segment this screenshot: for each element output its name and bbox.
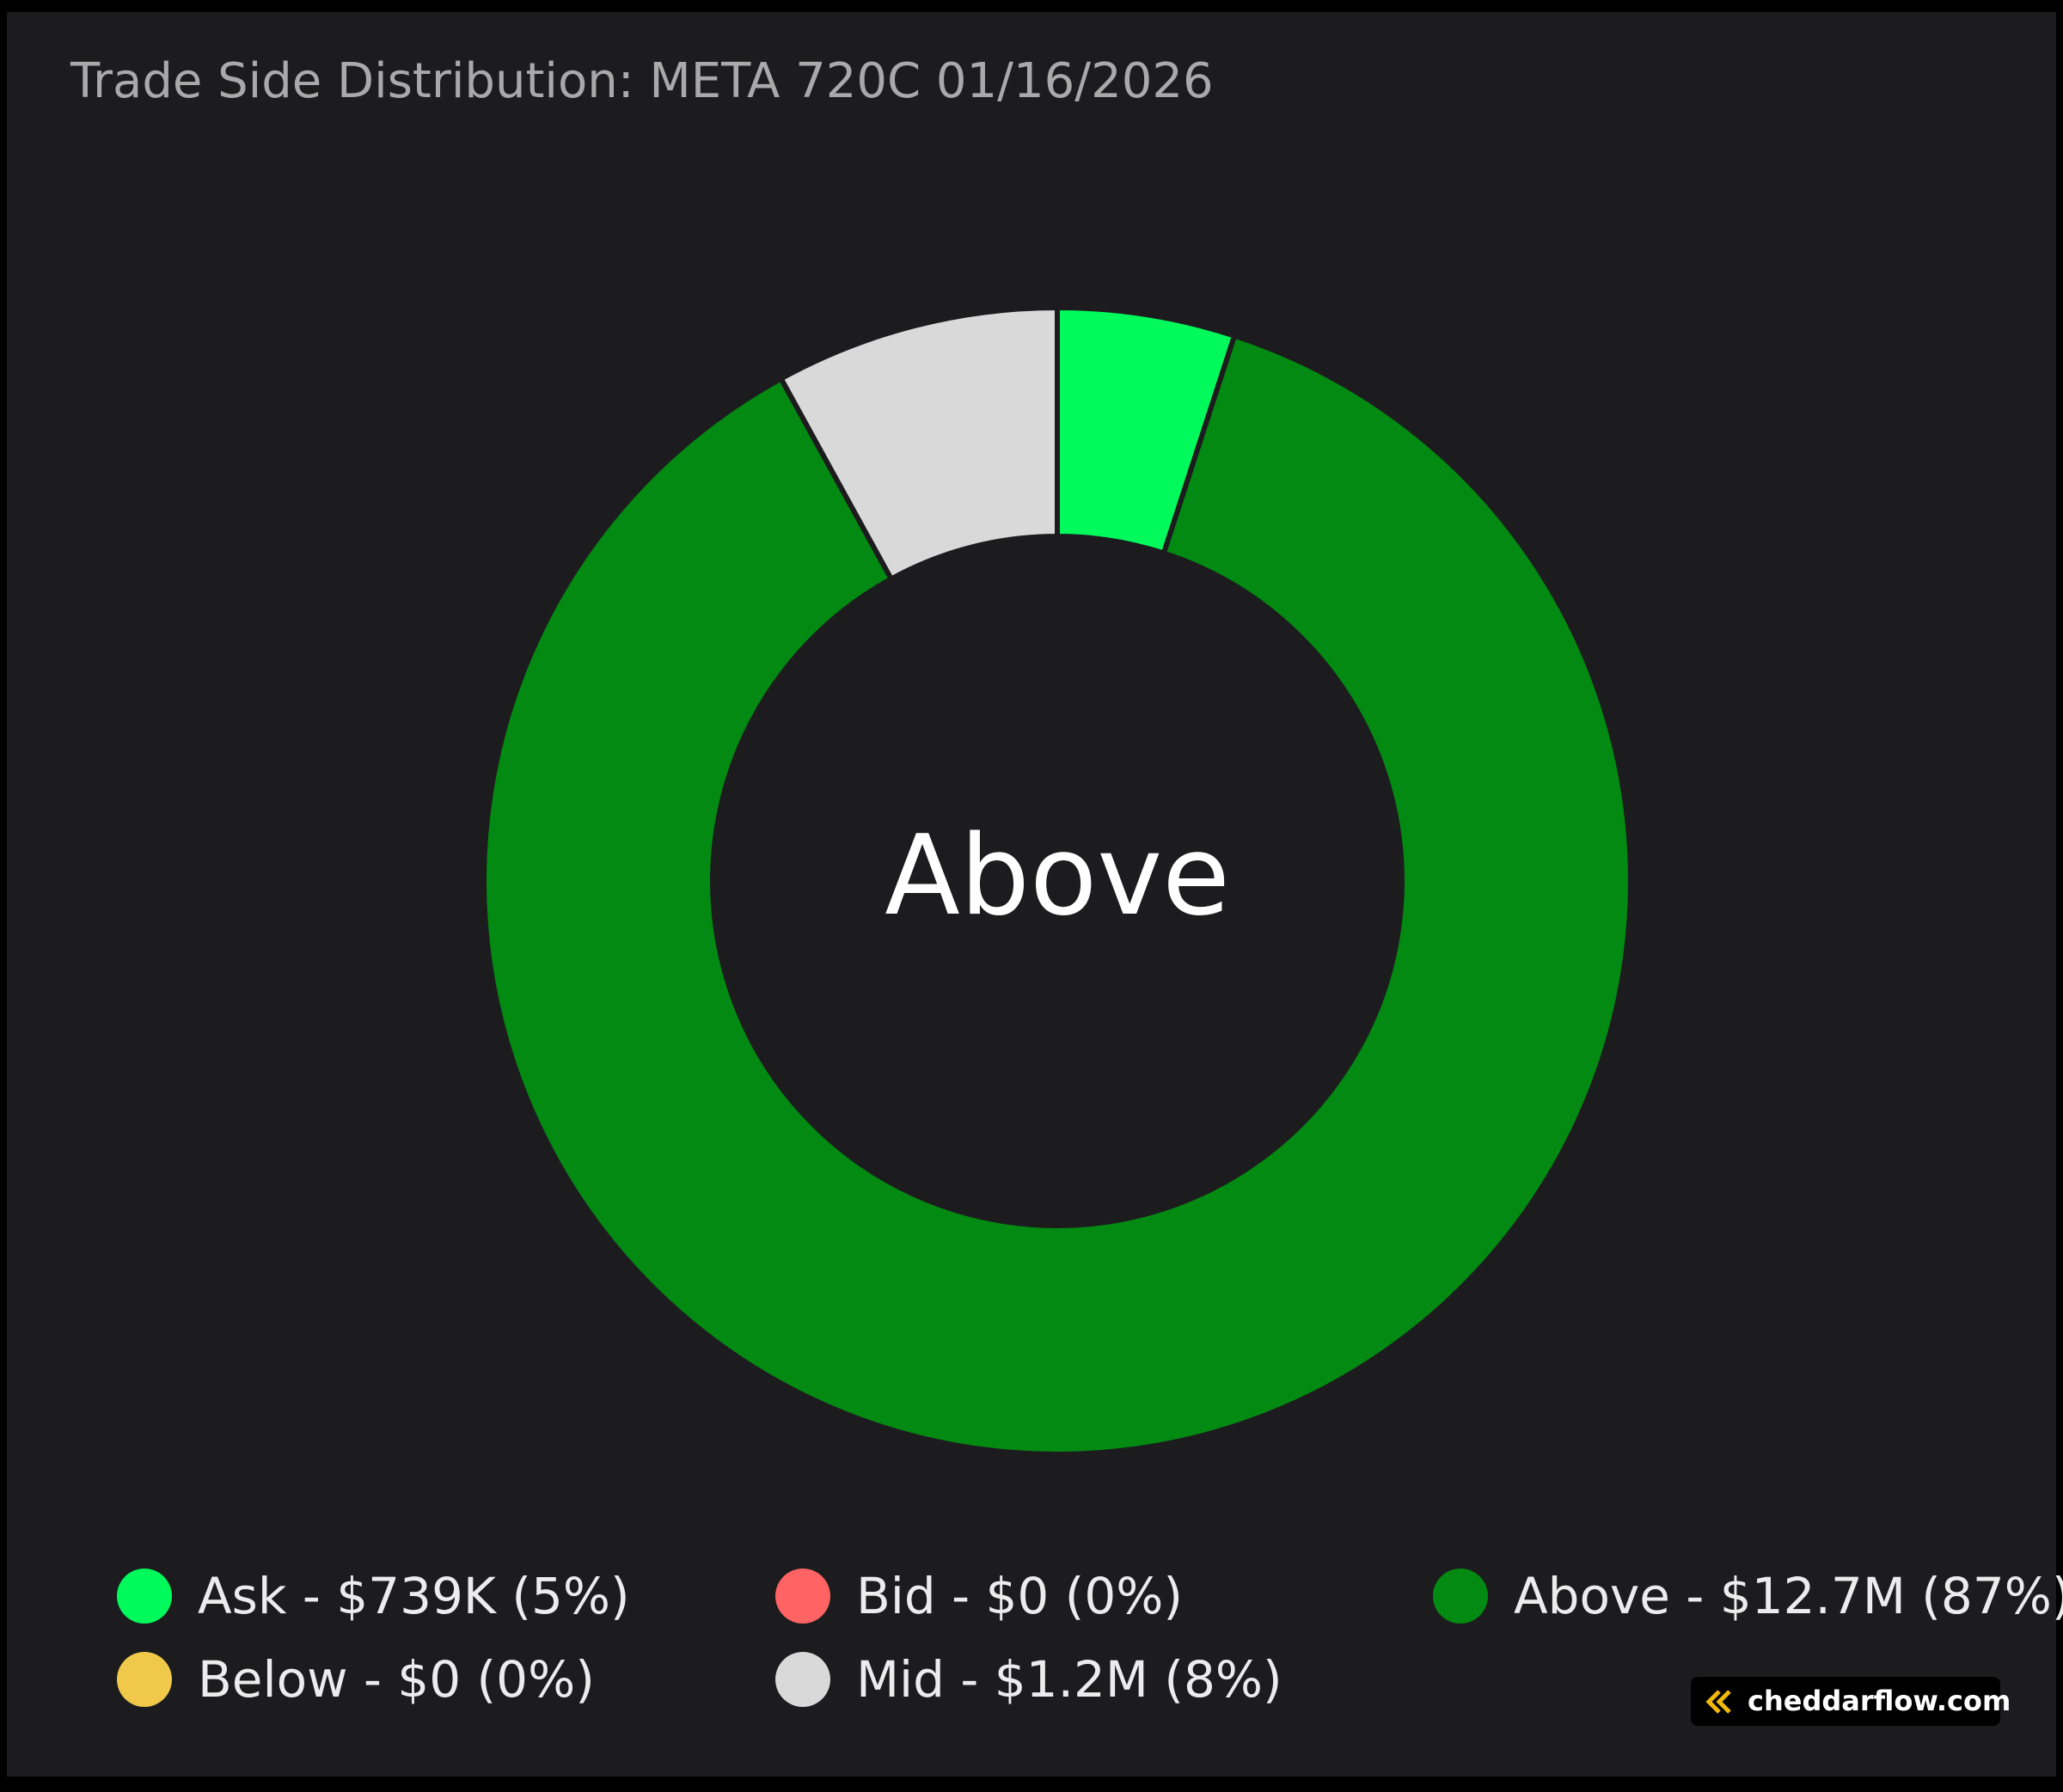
legend-label: Below - $0 (0%) xyxy=(198,1650,595,1709)
donut xyxy=(481,305,1633,1457)
legend-swatch xyxy=(117,1652,172,1707)
legend-label: Bid - $0 (0%) xyxy=(856,1567,1183,1625)
watermark: cheddarflow.com xyxy=(1748,1685,2011,1717)
slice xyxy=(778,305,1060,582)
legend-label: Mid - $1.2M (8%) xyxy=(856,1650,1282,1709)
slice xyxy=(481,333,1633,1457)
legend: Ask - $739K (5%) Bid - $0 (0%) Above - $12… xyxy=(117,1567,2063,1709)
legend-label: Ask - $739K (5%) xyxy=(198,1567,630,1625)
watermark-box xyxy=(1691,1677,2000,1726)
legend-swatch xyxy=(775,1652,830,1707)
legend-swatch xyxy=(775,1569,830,1624)
legend-swatch xyxy=(1433,1569,1488,1624)
chart-title: Trade Side Distribution: META 720C 01/16… xyxy=(70,53,1214,109)
center-label: Above xyxy=(885,812,1230,940)
legend-label: Above - $12.7M (87%) xyxy=(1514,1567,2063,1625)
watermark-icon xyxy=(1705,1690,1731,1714)
legend-swatch xyxy=(117,1569,172,1624)
